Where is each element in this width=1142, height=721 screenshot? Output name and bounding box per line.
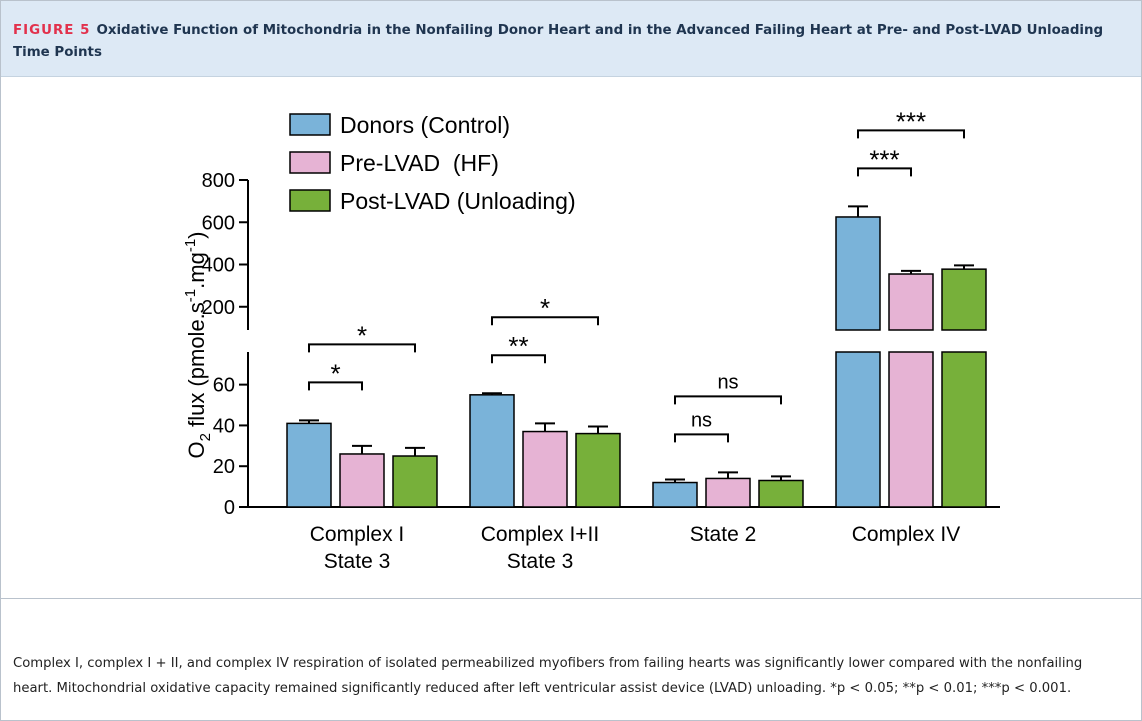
error-bar xyxy=(588,425,608,434)
error-bar xyxy=(954,264,974,270)
significance-label: ** xyxy=(508,331,528,361)
x-tick-label: State 3 xyxy=(507,550,574,573)
error-bar xyxy=(665,478,685,483)
y-axis-label-part: -1 xyxy=(182,239,199,252)
y-axis-label-part: O xyxy=(184,441,209,458)
y-tick-label: 800 xyxy=(202,170,235,192)
significance-bracket xyxy=(674,395,782,405)
significance-label: * xyxy=(540,293,550,323)
significance-label: ns xyxy=(691,409,712,431)
caption: Complex I, complex I + II, and complex I… xyxy=(13,656,1083,696)
bar xyxy=(339,453,385,508)
bar-upper xyxy=(888,273,934,331)
y-axis-label-part: 2 xyxy=(197,433,214,441)
legend-label: Donors (Control) xyxy=(340,112,510,138)
bar xyxy=(575,432,621,508)
legend-label: Post-LVAD (Unloading) xyxy=(340,188,576,214)
error-bar xyxy=(718,471,738,479)
error-bar xyxy=(535,422,555,432)
bar xyxy=(758,479,804,508)
significance-bracket xyxy=(857,129,965,139)
error-bar xyxy=(482,392,502,395)
x-tick-label: State 3 xyxy=(324,550,391,573)
bar xyxy=(286,422,332,508)
bar-upper xyxy=(835,216,881,331)
y-tick-label: 20 xyxy=(213,456,235,478)
x-tick-label: State 2 xyxy=(690,523,757,546)
significance-bracket xyxy=(491,354,546,364)
x-tick-label: Complex I+II xyxy=(481,523,599,546)
error-bar xyxy=(405,446,425,457)
figure-title: Oxidative Function of Mitochondria in th… xyxy=(13,23,1104,60)
y-tick-label: 400 xyxy=(202,255,235,277)
bar xyxy=(652,481,698,508)
y-axis-label-part: flux (pmole.s xyxy=(184,302,209,433)
y-tick-label: 40 xyxy=(213,415,235,437)
error-bar xyxy=(901,269,921,275)
bar xyxy=(469,394,515,508)
y-tick-label: 600 xyxy=(202,212,235,234)
figure-title-line: FIGURE 5 Oxidative Function of Mitochondr… xyxy=(1,1,1141,64)
significance-label: ns xyxy=(717,371,738,393)
bar-upper xyxy=(941,268,987,331)
significance-bracket xyxy=(308,343,416,353)
bar-lower xyxy=(888,351,934,508)
significance-bracket xyxy=(308,381,363,391)
significance-bracket xyxy=(674,433,729,443)
legend-swatch xyxy=(289,113,331,136)
separator xyxy=(1,598,1141,599)
error-bar xyxy=(299,419,319,424)
y-axis-label-part: .mg xyxy=(184,252,209,289)
x-tick-label: Complex IV xyxy=(852,523,961,546)
error-bar xyxy=(352,444,372,454)
figure-header: FIGURE 5 Oxidative Function of Mitochondr… xyxy=(1,1,1141,77)
bar xyxy=(392,455,438,508)
error-bar xyxy=(848,205,868,217)
y-tick-label: 0 xyxy=(224,497,235,519)
significance-bracket xyxy=(491,316,599,326)
y-axis-label: O2 flux (pmole.s-1.mg-1) xyxy=(182,232,214,459)
bar xyxy=(705,477,751,508)
legend-swatch xyxy=(289,189,331,212)
y-axis-label-part: -1 xyxy=(182,289,199,302)
significance-label: *** xyxy=(896,106,926,136)
significance-label: * xyxy=(330,358,340,388)
bar-lower xyxy=(941,351,987,508)
error-bar xyxy=(771,475,791,481)
significance-bracket xyxy=(857,167,912,177)
y-axis-label-part: ) xyxy=(184,232,209,239)
legend-swatch xyxy=(289,151,331,174)
x-tick-label: Complex I xyxy=(310,523,405,546)
significance-label: *** xyxy=(869,144,899,174)
bar xyxy=(522,430,568,508)
significance-label: * xyxy=(357,320,367,350)
figure-label: FIGURE 5 xyxy=(13,23,91,38)
y-tick-label: 60 xyxy=(213,375,235,397)
y-tick-label: 200 xyxy=(202,297,235,319)
bar-lower xyxy=(835,351,881,508)
legend-label: Pre-LVAD (HF) xyxy=(340,150,499,176)
axis-break xyxy=(250,331,1002,351)
